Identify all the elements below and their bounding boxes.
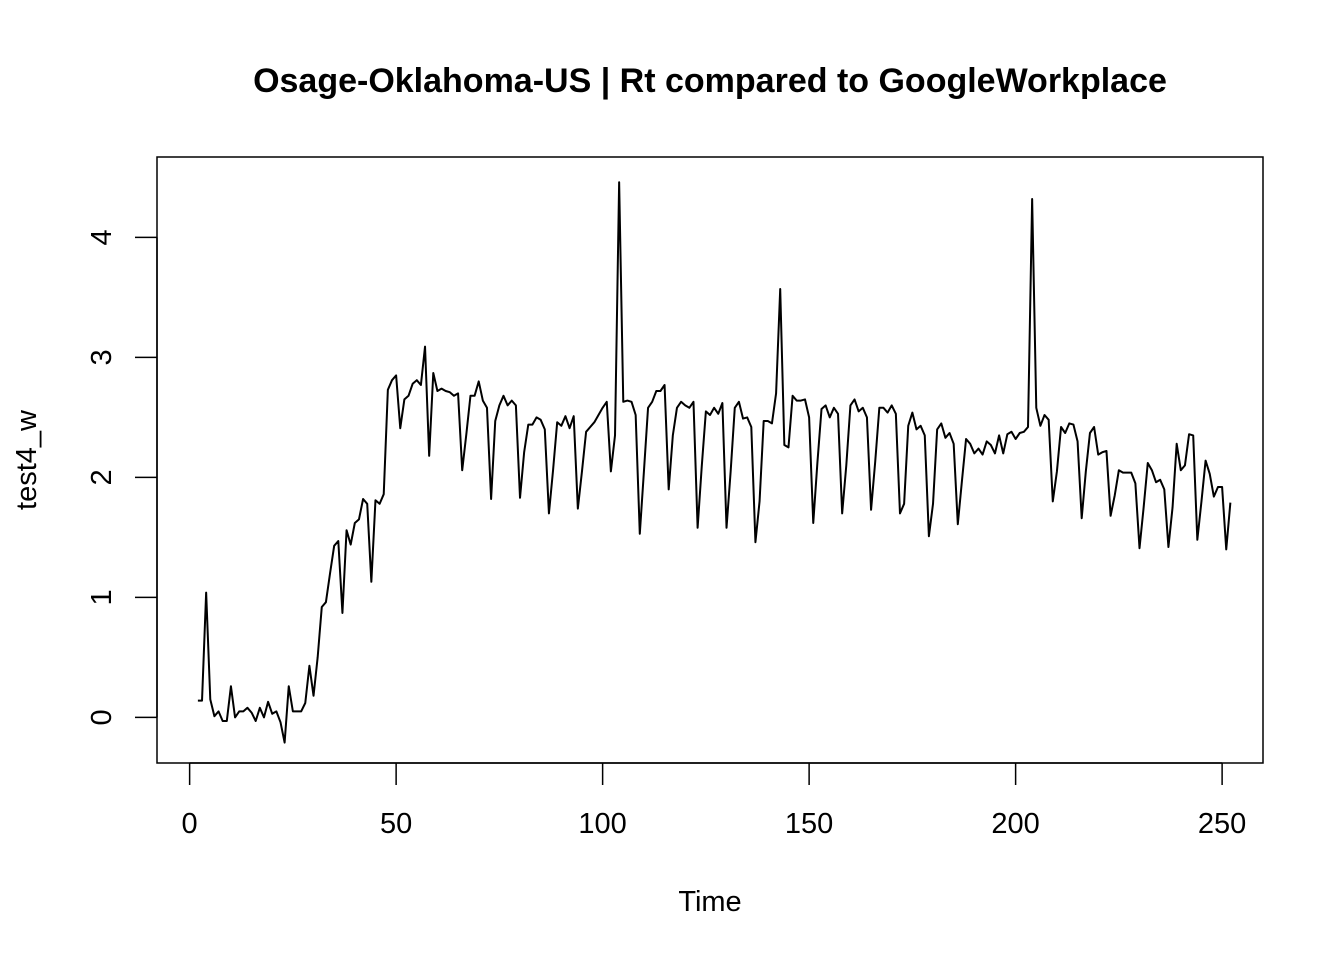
chart-title: Osage-Oklahoma-US | Rt compared to Googl… bbox=[253, 62, 1167, 100]
x-tick-label: 100 bbox=[578, 808, 626, 840]
series-line bbox=[197, 181, 1232, 744]
plot-frame bbox=[156, 156, 1264, 764]
y-tick-label: 2 bbox=[86, 469, 118, 485]
y-tick-label: 0 bbox=[86, 709, 118, 725]
y-tick-label: 3 bbox=[86, 349, 118, 365]
y-tick-label: 1 bbox=[86, 589, 118, 605]
y-axis-label: test4_w bbox=[11, 409, 43, 510]
x-axis: 0 50 100 150 200 250 bbox=[182, 762, 1246, 840]
y-tick-label: 4 bbox=[86, 229, 118, 245]
series-layer bbox=[197, 181, 1232, 744]
x-tick-label: 50 bbox=[380, 808, 412, 840]
x-axis-label: Time bbox=[678, 886, 741, 918]
x-tick-label: 150 bbox=[785, 808, 833, 840]
x-tick-label: 250 bbox=[1198, 808, 1246, 840]
y-axis: 0 1 2 3 4 bbox=[86, 229, 158, 725]
x-tick-label: 200 bbox=[991, 808, 1039, 840]
x-tick-label: 0 bbox=[182, 808, 198, 840]
